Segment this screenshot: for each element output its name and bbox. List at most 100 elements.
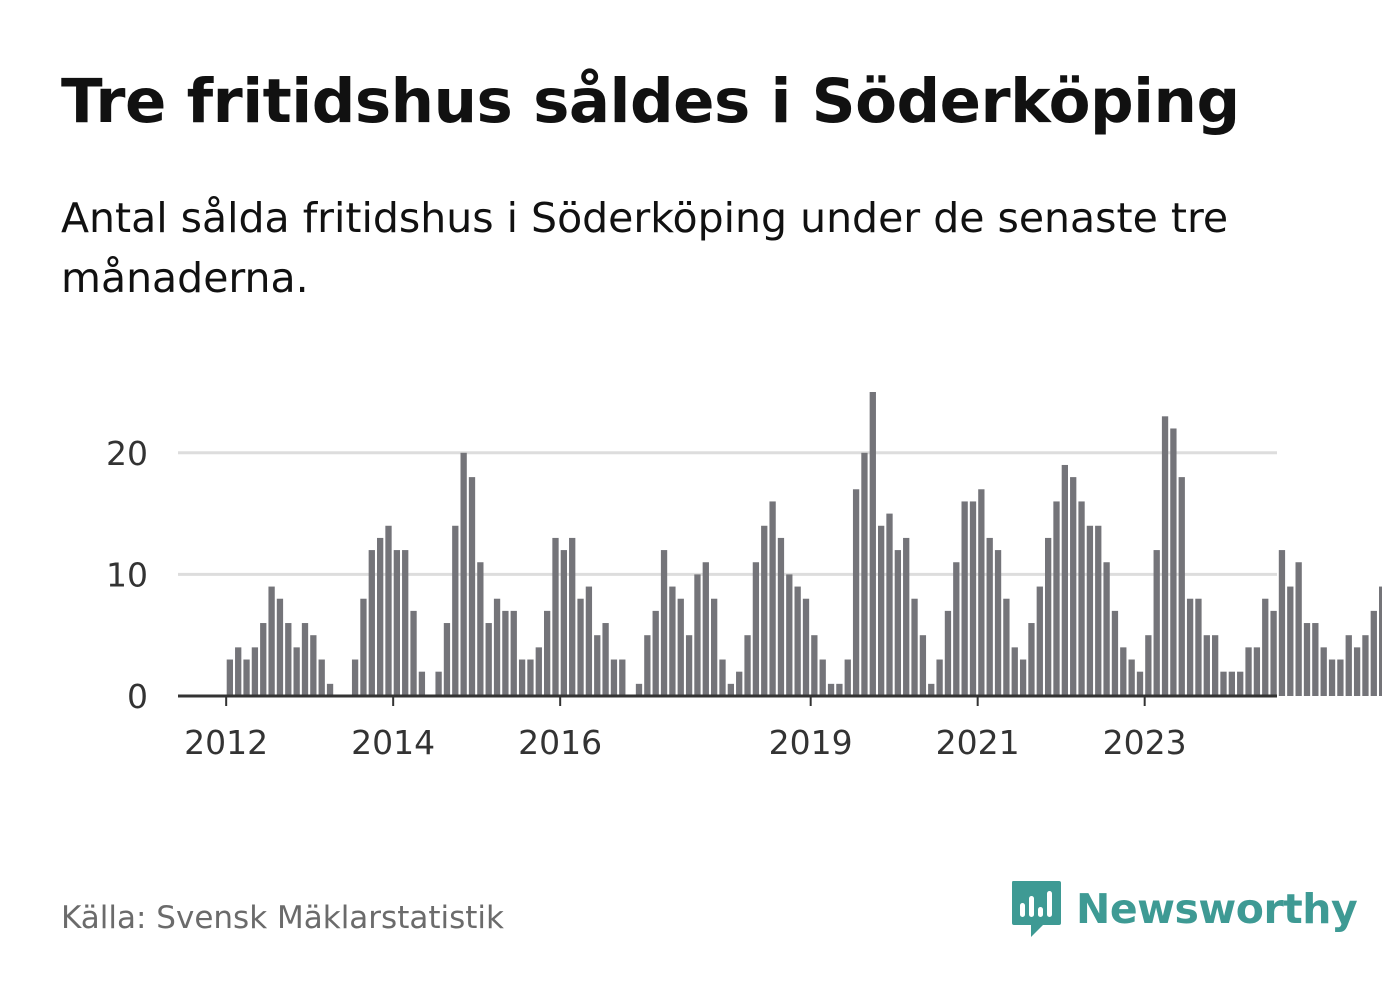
bar [736, 671, 743, 696]
bar [836, 683, 843, 696]
bar [610, 659, 618, 696]
bar [1220, 671, 1227, 696]
x-tick-label: 2019 [769, 723, 853, 762]
bar [677, 598, 684, 696]
brand-name: Newsworthy [1076, 885, 1358, 933]
tick-labels: 010202012201420162019202120233 [106, 434, 1187, 762]
bar [452, 525, 459, 696]
bar [1312, 623, 1319, 696]
bar [911, 598, 918, 696]
bar [285, 623, 292, 696]
bar [794, 586, 801, 696]
bar [326, 683, 334, 696]
bar [1228, 671, 1235, 696]
bar [1178, 477, 1185, 696]
bar [368, 550, 375, 696]
source-note: Källa: Svensk Mäklarstatistik [61, 900, 504, 936]
bar [260, 623, 267, 696]
bar [351, 659, 359, 696]
bar [1170, 428, 1177, 696]
bar [544, 610, 551, 696]
bar [1262, 598, 1269, 696]
bar [1120, 647, 1127, 696]
bar [744, 635, 751, 696]
bar [1045, 537, 1052, 696]
bar [1078, 501, 1085, 696]
bar [1019, 659, 1027, 696]
bar [251, 647, 259, 696]
bar [569, 537, 576, 696]
y-tick-label: 20 [106, 434, 148, 473]
bar [552, 537, 559, 696]
bar [402, 550, 409, 696]
bar [903, 537, 910, 696]
bar [577, 598, 584, 696]
bar [493, 598, 501, 696]
bar [468, 477, 476, 696]
bar [685, 635, 693, 696]
bar [694, 574, 701, 696]
bar [226, 659, 233, 696]
bar [602, 623, 609, 696]
bar [510, 610, 517, 696]
bar [1245, 647, 1252, 696]
bar [1028, 623, 1035, 696]
bars [226, 392, 1382, 696]
bar [1003, 598, 1010, 696]
bar [944, 610, 952, 696]
bar [1353, 647, 1361, 696]
bar [1328, 659, 1336, 696]
bar [293, 647, 300, 696]
bar [310, 635, 317, 696]
bar [1379, 586, 1382, 696]
bar [1053, 501, 1060, 696]
bar [1278, 550, 1286, 696]
bar [1186, 598, 1194, 696]
bar [1212, 635, 1219, 696]
bar [1095, 525, 1102, 696]
bar [435, 671, 442, 696]
bar [477, 562, 484, 696]
chart-title: Tre fritidshus såldes i Söderköping [61, 66, 1240, 137]
bar [1345, 635, 1352, 696]
bar [1011, 647, 1018, 696]
bar [986, 537, 993, 696]
bar [936, 659, 943, 696]
bar [619, 659, 626, 696]
bar [1111, 610, 1119, 696]
bar [1103, 562, 1110, 696]
bar [1086, 525, 1094, 696]
bar [1061, 464, 1068, 696]
bar [393, 550, 400, 696]
bar [761, 525, 768, 696]
x-axis [178, 694, 1277, 706]
bar [1203, 635, 1210, 696]
grid-lines [178, 451, 1277, 576]
bar [1253, 647, 1261, 696]
bar [644, 635, 651, 696]
bar [752, 562, 760, 696]
bar [961, 501, 968, 696]
bar [1362, 635, 1369, 696]
bar [727, 683, 734, 696]
bar [1153, 550, 1160, 696]
bar [928, 683, 935, 696]
bar [235, 647, 242, 696]
bar [777, 537, 785, 696]
bar [652, 610, 659, 696]
bar [418, 671, 426, 696]
bar [377, 537, 384, 696]
bar [535, 647, 542, 696]
bar [811, 635, 818, 696]
bar [301, 623, 309, 696]
bar [861, 452, 868, 696]
bar [719, 659, 726, 696]
bar [360, 598, 367, 696]
newsworthy-logo-icon [1012, 881, 1061, 937]
bar [802, 598, 810, 696]
bar [276, 598, 284, 696]
bar [1287, 586, 1294, 696]
chart-subtitle: Antal sålda fritidshus i Söderköping und… [61, 194, 1229, 302]
bar [502, 610, 509, 696]
bar [852, 489, 860, 696]
